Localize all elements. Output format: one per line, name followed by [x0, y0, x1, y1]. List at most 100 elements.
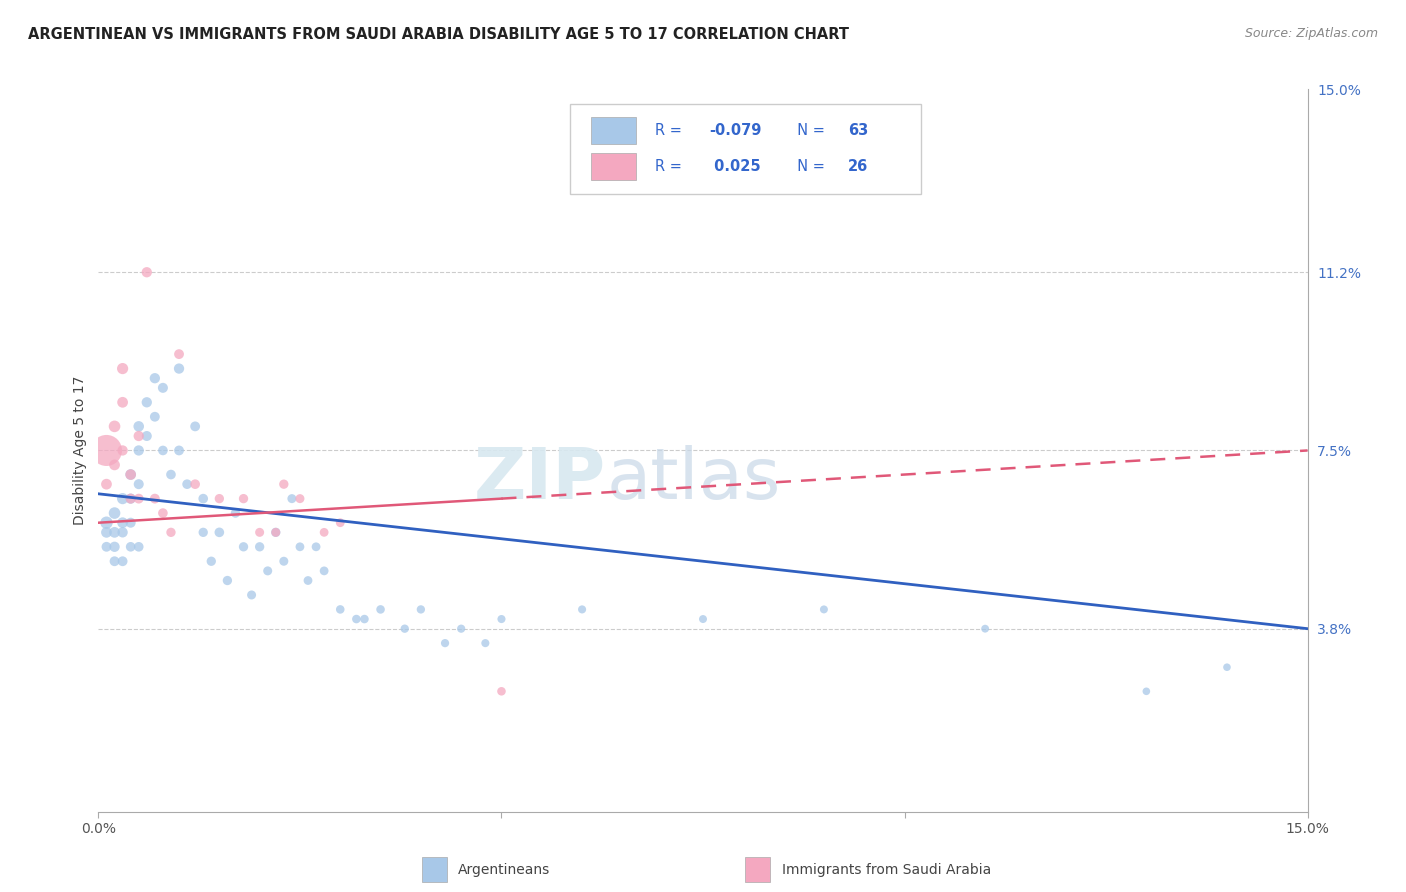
Point [111, 443, 134, 458]
Point [120, 540, 142, 554]
Point [450, 622, 472, 636]
Point [329, 602, 352, 616]
Point [96, 540, 118, 554]
Point [256, 564, 278, 578]
Point [224, 506, 246, 520]
Text: ZIP: ZIP [474, 445, 606, 514]
Point [297, 574, 319, 588]
Point [692, 612, 714, 626]
Point [273, 554, 295, 568]
FancyBboxPatch shape [569, 103, 921, 194]
Point [193, 491, 215, 506]
Text: 0.025: 0.025 [709, 159, 761, 174]
Point [370, 602, 392, 616]
Point [111, 395, 134, 409]
Point [120, 467, 142, 482]
Point [120, 491, 142, 506]
Point [128, 491, 150, 506]
Point [491, 684, 513, 698]
Point [344, 612, 367, 626]
Text: 63: 63 [848, 123, 869, 138]
Point [314, 525, 336, 540]
Point [176, 477, 198, 491]
Point [103, 525, 125, 540]
Point [491, 612, 513, 626]
Point [128, 429, 150, 443]
Point [160, 467, 183, 482]
Y-axis label: Disability Age 5 to 17: Disability Age 5 to 17 [73, 376, 87, 525]
Point [103, 419, 125, 434]
Point [264, 525, 287, 540]
Text: 26: 26 [848, 159, 869, 174]
Point [143, 491, 166, 506]
Point [120, 516, 142, 530]
Point [128, 477, 150, 491]
Point [152, 443, 174, 458]
Point [135, 395, 157, 409]
Point [96, 477, 118, 491]
Point [208, 525, 231, 540]
Point [128, 419, 150, 434]
Point [249, 525, 271, 540]
Point [200, 554, 222, 568]
Bar [591, 117, 637, 145]
Point [232, 540, 254, 554]
Point [96, 443, 118, 458]
Point [111, 361, 134, 376]
Point [184, 477, 207, 491]
Point [96, 525, 118, 540]
Point [128, 540, 150, 554]
Point [813, 602, 835, 616]
Point [273, 477, 295, 491]
Point [288, 491, 311, 506]
Text: R =: R = [655, 159, 686, 174]
Text: atlas: atlas [606, 445, 780, 514]
Point [111, 516, 134, 530]
Point [103, 554, 125, 568]
Point [288, 540, 311, 554]
Point [571, 602, 593, 616]
Point [96, 516, 118, 530]
Point [264, 525, 287, 540]
Point [167, 361, 190, 376]
Point [103, 540, 125, 554]
Point [160, 525, 183, 540]
Point [143, 371, 166, 385]
Text: Immigrants from Saudi Arabia: Immigrants from Saudi Arabia [782, 863, 991, 877]
Point [314, 564, 336, 578]
Point [217, 574, 239, 588]
Bar [591, 153, 637, 180]
Point [193, 525, 215, 540]
Point [353, 612, 375, 626]
Point [111, 554, 134, 568]
Point [329, 516, 352, 530]
Text: ARGENTINEAN VS IMMIGRANTS FROM SAUDI ARABIA DISABILITY AGE 5 TO 17 CORRELATION C: ARGENTINEAN VS IMMIGRANTS FROM SAUDI ARA… [28, 27, 849, 42]
Point [409, 602, 432, 616]
Point [120, 491, 142, 506]
Point [974, 622, 997, 636]
Point [232, 491, 254, 506]
Point [474, 636, 496, 650]
Point [208, 491, 231, 506]
Point [152, 506, 174, 520]
Point [167, 443, 190, 458]
Text: N =: N = [787, 123, 830, 138]
Text: Source: ZipAtlas.com: Source: ZipAtlas.com [1244, 27, 1378, 40]
Point [184, 419, 207, 434]
Point [305, 540, 328, 554]
Point [167, 347, 190, 361]
Point [434, 636, 457, 650]
Point [143, 409, 166, 424]
Point [394, 622, 416, 636]
Point [1135, 684, 1157, 698]
Text: Argentineans: Argentineans [458, 863, 551, 877]
Point [1216, 660, 1239, 674]
Point [240, 588, 263, 602]
Point [135, 265, 157, 279]
Point [111, 525, 134, 540]
Point [152, 381, 174, 395]
Point [111, 491, 134, 506]
Point [281, 491, 304, 506]
Point [103, 506, 125, 520]
Point [103, 458, 125, 472]
